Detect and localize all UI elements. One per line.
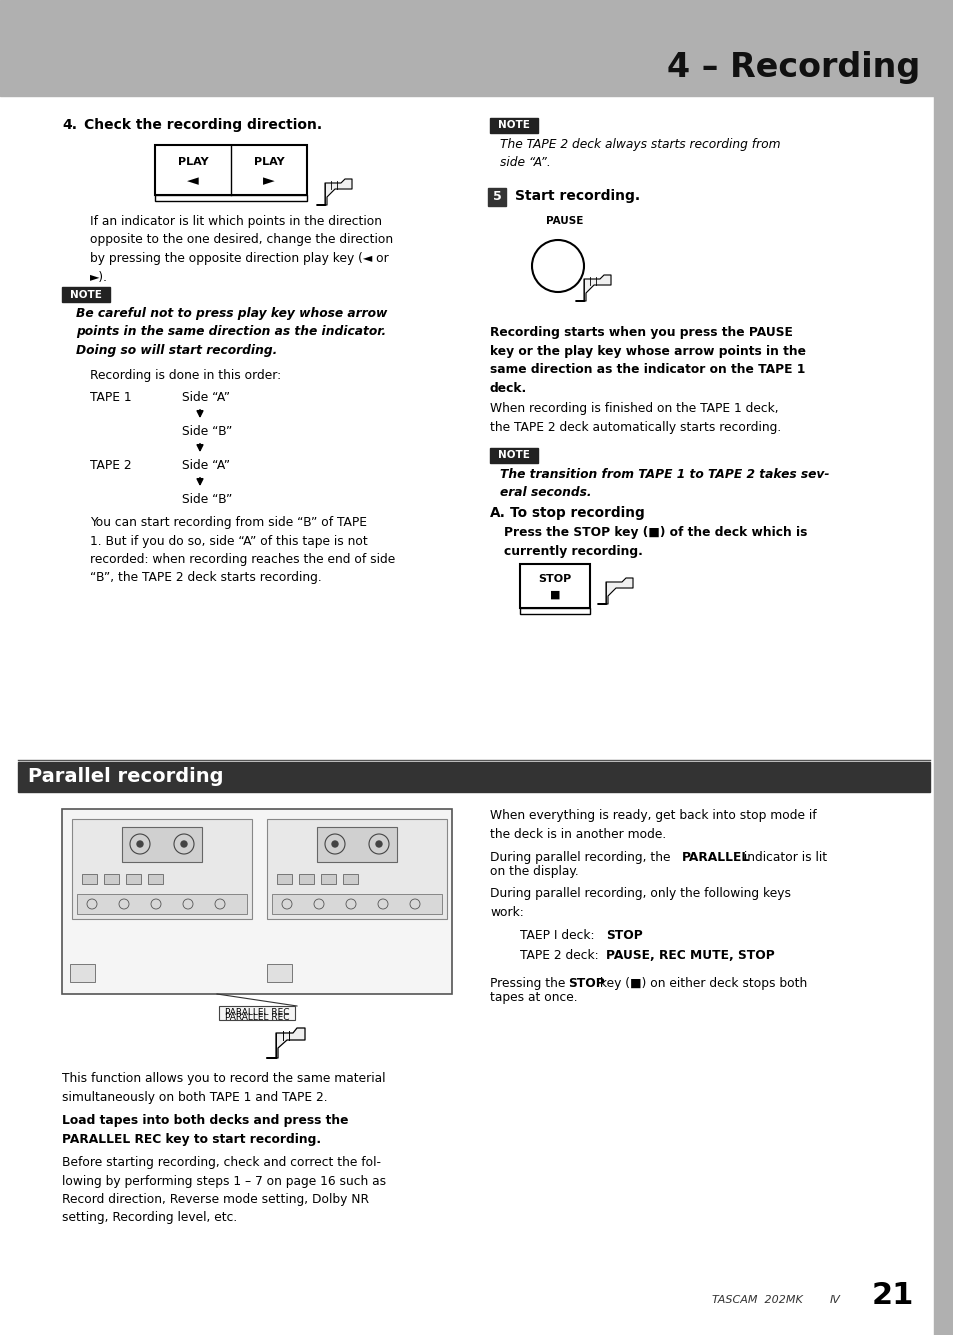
Bar: [219, 1007, 294, 1020]
Text: When everything is ready, get back into stop mode if
the deck is in another mode: When everything is ready, get back into …: [490, 809, 816, 841]
Text: PAUSE: PAUSE: [546, 216, 583, 226]
Text: IV: IV: [829, 1295, 840, 1306]
Text: During parallel recording, only the following keys
work:: During parallel recording, only the foll…: [490, 886, 790, 918]
Text: ►: ►: [263, 174, 274, 188]
Circle shape: [375, 841, 381, 846]
Text: Recording is done in this order:: Recording is done in this order:: [90, 368, 281, 382]
Text: NOTE: NOTE: [497, 120, 529, 131]
Bar: [71, 818, 252, 918]
Text: PLAY: PLAY: [177, 158, 208, 167]
Text: STOP: STOP: [605, 929, 642, 943]
Bar: [18, 762, 929, 792]
Text: TAPE 2: TAPE 2: [90, 459, 132, 473]
Text: PAUSE, REC MUTE, STOP: PAUSE, REC MUTE, STOP: [605, 949, 774, 963]
Text: A.: A.: [490, 506, 505, 521]
Text: Side “B”: Side “B”: [182, 493, 233, 506]
Text: Check the recording direction.: Check the recording direction.: [84, 117, 322, 132]
Bar: [0, 0, 953, 96]
Bar: [519, 563, 589, 607]
Text: TAPE 2 deck:: TAPE 2 deck:: [519, 949, 602, 963]
Text: PARALLEL: PARALLEL: [681, 850, 749, 864]
Text: TASCAM  202MK: TASCAM 202MK: [711, 1295, 801, 1306]
Bar: [82, 874, 97, 884]
Text: STOP: STOP: [537, 574, 571, 583]
Text: key (■) on either deck stops both: key (■) on either deck stops both: [596, 977, 806, 991]
Circle shape: [137, 841, 143, 846]
Bar: [316, 826, 396, 862]
Text: NOTE: NOTE: [70, 290, 102, 299]
Bar: [122, 826, 202, 862]
Text: Pressing the: Pressing the: [490, 977, 569, 991]
Bar: [298, 874, 314, 884]
Text: Press the STOP key (■) of the deck which is
currently recording.: Press the STOP key (■) of the deck which…: [503, 526, 806, 558]
Text: TAPE 1: TAPE 1: [90, 391, 132, 405]
Text: This function allows you to record the same material
simultaneously on both TAPE: This function allows you to record the s…: [62, 1072, 385, 1104]
Text: The TAPE 2 deck always starts recording from
side “A”.: The TAPE 2 deck always starts recording …: [499, 138, 780, 170]
Bar: [148, 874, 163, 884]
Polygon shape: [267, 1028, 305, 1059]
Text: Be careful not to press play key whose arrow
points in the same direction as the: Be careful not to press play key whose a…: [76, 307, 387, 356]
Circle shape: [181, 841, 187, 846]
Circle shape: [332, 841, 337, 846]
Bar: [104, 874, 119, 884]
Text: PLAY: PLAY: [253, 158, 284, 167]
Bar: [490, 117, 537, 134]
Text: Recording starts when you press the PAUSE
key or the play key whose arrow points: Recording starts when you press the PAUS…: [490, 326, 805, 395]
Bar: [62, 287, 110, 302]
Text: TAEP I deck:: TAEP I deck:: [519, 929, 598, 943]
Text: Load tapes into both decks and press the
PARALLEL REC key to start recording.: Load tapes into both decks and press the…: [62, 1113, 348, 1145]
Text: PARALLEL REC: PARALLEL REC: [225, 1008, 289, 1017]
Polygon shape: [576, 275, 610, 300]
Bar: [267, 818, 447, 918]
Bar: [154, 146, 307, 195]
Text: If an indicator is lit which points in the direction
opposite to the one desired: If an indicator is lit which points in t…: [90, 215, 393, 283]
Bar: [320, 874, 335, 884]
Text: 4 – Recording: 4 – Recording: [666, 51, 919, 84]
Text: The transition from TAPE 1 to TAPE 2 takes sev-
eral seconds.: The transition from TAPE 1 to TAPE 2 tak…: [499, 469, 828, 499]
Text: 4.: 4.: [62, 117, 77, 132]
Text: STOP: STOP: [567, 977, 604, 991]
Bar: [272, 894, 441, 914]
Bar: [933, 96, 953, 1335]
Bar: [267, 964, 292, 983]
Text: Before starting recording, check and correct the fol-
lowing by performing steps: Before starting recording, check and cor…: [62, 1156, 386, 1224]
Text: 5: 5: [492, 191, 501, 203]
Text: Start recording.: Start recording.: [515, 190, 639, 203]
Bar: [276, 874, 292, 884]
Text: Parallel recording: Parallel recording: [28, 768, 223, 786]
Text: NOTE: NOTE: [497, 450, 529, 461]
Text: ◄: ◄: [187, 174, 198, 188]
Bar: [519, 607, 589, 614]
Bar: [154, 195, 307, 202]
Bar: [62, 809, 452, 995]
Text: ■: ■: [549, 590, 559, 599]
Bar: [70, 964, 95, 983]
Text: When recording is finished on the TAPE 1 deck,
the TAPE 2 deck automatically sta: When recording is finished on the TAPE 1…: [490, 402, 781, 434]
Polygon shape: [598, 578, 633, 603]
Bar: [343, 874, 357, 884]
Text: Side “B”: Side “B”: [182, 425, 233, 438]
Text: tapes at once.: tapes at once.: [490, 991, 577, 1004]
Polygon shape: [316, 179, 352, 206]
Text: 21: 21: [871, 1282, 913, 1310]
Text: Side “A”: Side “A”: [182, 459, 230, 473]
Text: You can start recording from side “B” of TAPE
1. But if you do so, side “A” of t: You can start recording from side “B” of…: [90, 517, 395, 585]
Bar: [126, 874, 141, 884]
Bar: [488, 188, 505, 206]
Bar: [77, 894, 247, 914]
Text: Side “A”: Side “A”: [182, 391, 230, 405]
Bar: [490, 449, 537, 463]
Text: PARALLEL REC: PARALLEL REC: [225, 1013, 289, 1023]
Text: indicator is lit: indicator is lit: [740, 850, 826, 864]
Text: To stop recording: To stop recording: [510, 506, 644, 521]
Text: During parallel recording, the: During parallel recording, the: [490, 850, 674, 864]
Text: on the display.: on the display.: [490, 865, 578, 878]
